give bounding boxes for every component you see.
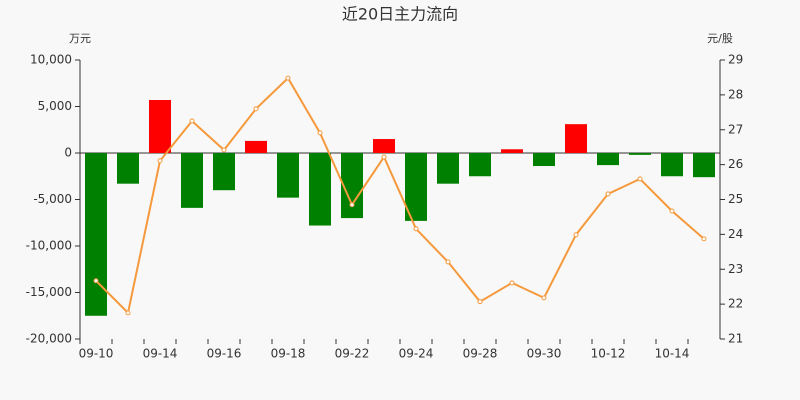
price-point [413,226,419,232]
price-point [221,147,227,153]
bar [533,153,555,167]
price-point [445,259,451,265]
y-tick-label: -5,000 [33,192,72,206]
price-point [317,130,323,136]
x-tick-label: 10-14 [655,347,690,361]
bar [277,153,299,198]
bar [469,153,491,177]
price-point [253,106,259,112]
price-point [509,280,515,286]
y-tick-label: 10,000 [30,53,72,67]
x-tick-label: 09-14 [143,347,178,361]
x-tick-label: 09-22 [335,347,370,361]
y2-tick-label: 23 [728,262,743,276]
price-point [93,278,99,284]
bar [629,153,651,155]
bar [341,153,363,219]
bar [693,153,715,178]
price-point [701,236,707,242]
y2-tick-label: 24 [728,227,743,241]
bar [373,139,395,153]
price-point [637,176,643,182]
bar [405,153,427,221]
x-tick-label: 10-12 [591,347,626,361]
bar [181,153,203,208]
chart-title: 近20日主力流向 [342,5,458,24]
price-point [669,208,675,214]
price-point [573,232,579,238]
y2-tick-label: 27 [728,122,743,136]
x-tick-label: 09-10 [79,347,114,361]
x-tick-label: 09-18 [271,347,306,361]
x-tick-label: 09-30 [527,347,562,361]
y2-tick-label: 25 [728,192,743,206]
bar [565,124,587,153]
bar [117,153,139,184]
price-point [381,154,387,160]
y-tick-label: -20,000 [26,332,72,346]
bar [149,99,171,153]
price-line [95,76,705,315]
price-point [349,202,355,208]
price-point [477,299,483,305]
price-point [605,191,611,197]
bar [501,149,523,153]
x-tick-label: 09-24 [399,347,434,361]
y2-axis-label: 元/股 [707,32,733,45]
bar [597,153,619,166]
bar [213,153,235,191]
y2-tick-label: 29 [728,53,743,67]
y2-tick-label: 22 [728,297,743,311]
y2-tick-label: 26 [728,157,743,171]
bar [437,153,459,184]
y-tick-label: 5,000 [38,99,72,113]
price-point [541,295,547,301]
y2-tick-label: 28 [728,87,743,101]
bar [661,153,683,177]
y-tick-label: -10,000 [26,239,72,253]
price-point [285,75,291,81]
price-point [157,158,163,164]
bar [245,140,267,153]
y-tick-label: -15,000 [26,285,72,299]
x-tick-label: 09-16 [207,347,242,361]
price-point [125,310,131,316]
bar [85,153,107,316]
x-tick-label: 09-28 [463,347,498,361]
y-axis-label: 万元 [69,32,91,45]
price-point [189,118,195,124]
bar [309,153,331,226]
y2-tick-label: 21 [728,332,743,346]
y-tick-label: 0 [64,146,72,160]
